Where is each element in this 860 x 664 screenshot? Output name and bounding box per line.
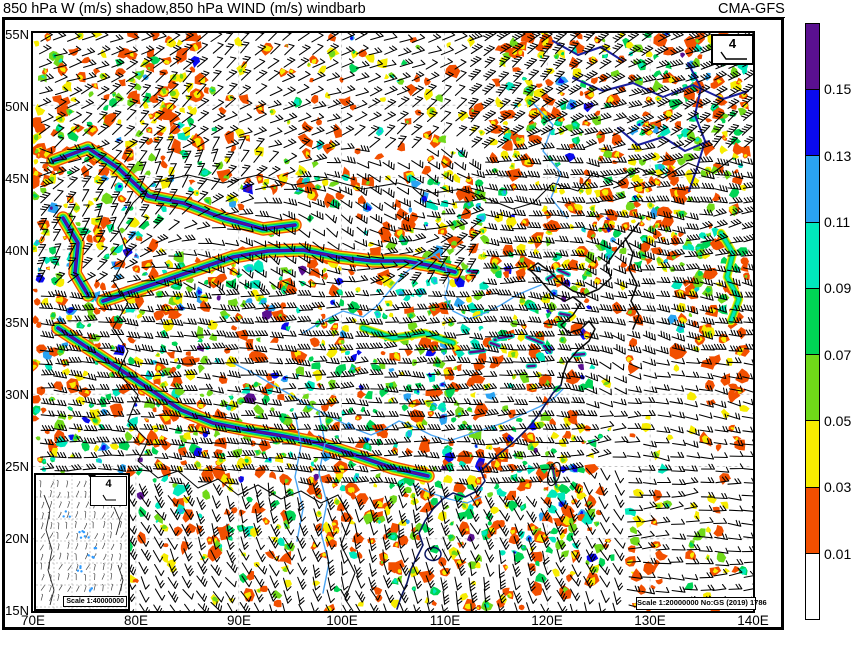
lat-label-25N: 25N <box>5 459 29 474</box>
colorbar-label-0.07: 0.07 <box>824 346 852 363</box>
init-time-text: 2026041812 + 66h 2026041820 + 66h <box>3 631 129 664</box>
colorbar-label-0.09: 0.09 <box>824 280 852 297</box>
valid-time-text: 2026042106(UTC) 2026042114(CST) <box>664 631 788 664</box>
colorbar-segment-0 <box>805 23 820 91</box>
colorbar-segment-1 <box>805 89 820 157</box>
windbarb-legend-box: 4 <box>711 34 754 65</box>
map-scale-label: Scale 1:20000000 No:GS (2019) 1786 <box>636 597 767 610</box>
colorbar-segment-3 <box>805 221 820 289</box>
chart-title: 850 hPa W (m/s) shadow,850 hPa WIND (m/s… <box>3 1 366 17</box>
inset-windbarb-legend-icon <box>102 494 116 501</box>
lon-label-120E: 120E <box>531 613 563 628</box>
lat-label-45N: 45N <box>5 171 29 186</box>
inset-windbarb-legend-value: 4 <box>105 478 112 490</box>
updraft-band-layer <box>46 141 744 487</box>
valid-time-utc: 2026042106(UTC) <box>664 663 788 664</box>
windbarb-legend-value: 4 <box>728 36 737 51</box>
lon-label-70E: 70E <box>20 613 46 628</box>
colorbar-label-0.01: 0.01 <box>824 545 852 562</box>
map-canvas <box>31 31 755 613</box>
init-time-line1: 2026041812 + 66h <box>3 663 129 664</box>
lon-label-140E: 140E <box>737 613 769 628</box>
colorbar-segment-8 <box>805 552 820 620</box>
model-label: CMA-GFS <box>718 1 785 18</box>
colorbar-segment-7 <box>805 486 820 554</box>
lon-label-110E: 110E <box>429 613 461 628</box>
colorbar-segment-2 <box>805 155 820 223</box>
lat-label-35N: 35N <box>5 315 29 330</box>
colorbar-label-0.05: 0.05 <box>824 412 852 429</box>
outer-frame <box>2 17 784 630</box>
colorbar-segment-4 <box>805 287 820 356</box>
colorbar-label-0.03: 0.03 <box>824 479 852 496</box>
lon-label-80E: 80E <box>123 613 149 628</box>
wind-barb-layer <box>36 33 753 611</box>
south-china-sea-inset: 4 Scale 1:40000000 <box>34 473 130 611</box>
lon-label-130E: 130E <box>634 613 666 628</box>
colorbar-label-0.15: 0.15 <box>824 81 852 98</box>
lat-label-40N: 40N <box>5 243 29 258</box>
lat-label-55N: 55N <box>5 27 29 42</box>
lat-label-30N: 30N <box>5 387 29 402</box>
inset-scale-label: Scale 1:40000000 <box>63 596 127 607</box>
lon-label-90E: 90E <box>226 613 252 628</box>
colorbar-label-0.13: 0.13 <box>824 147 852 164</box>
colorbar-segment-6 <box>805 420 820 488</box>
colorbar <box>805 23 820 620</box>
colorbar-segment-5 <box>805 354 820 422</box>
lat-label-20N: 20N <box>5 531 29 546</box>
windbarb-legend-icon <box>719 51 747 60</box>
lon-label-100E: 100E <box>326 613 358 628</box>
lat-label-50N: 50N <box>5 99 29 114</box>
inset-windbarb-legend-box: 4 <box>90 476 127 506</box>
lat-label-15N: 15N <box>5 603 29 618</box>
colorbar-label-0.11: 0.11 <box>824 213 851 230</box>
